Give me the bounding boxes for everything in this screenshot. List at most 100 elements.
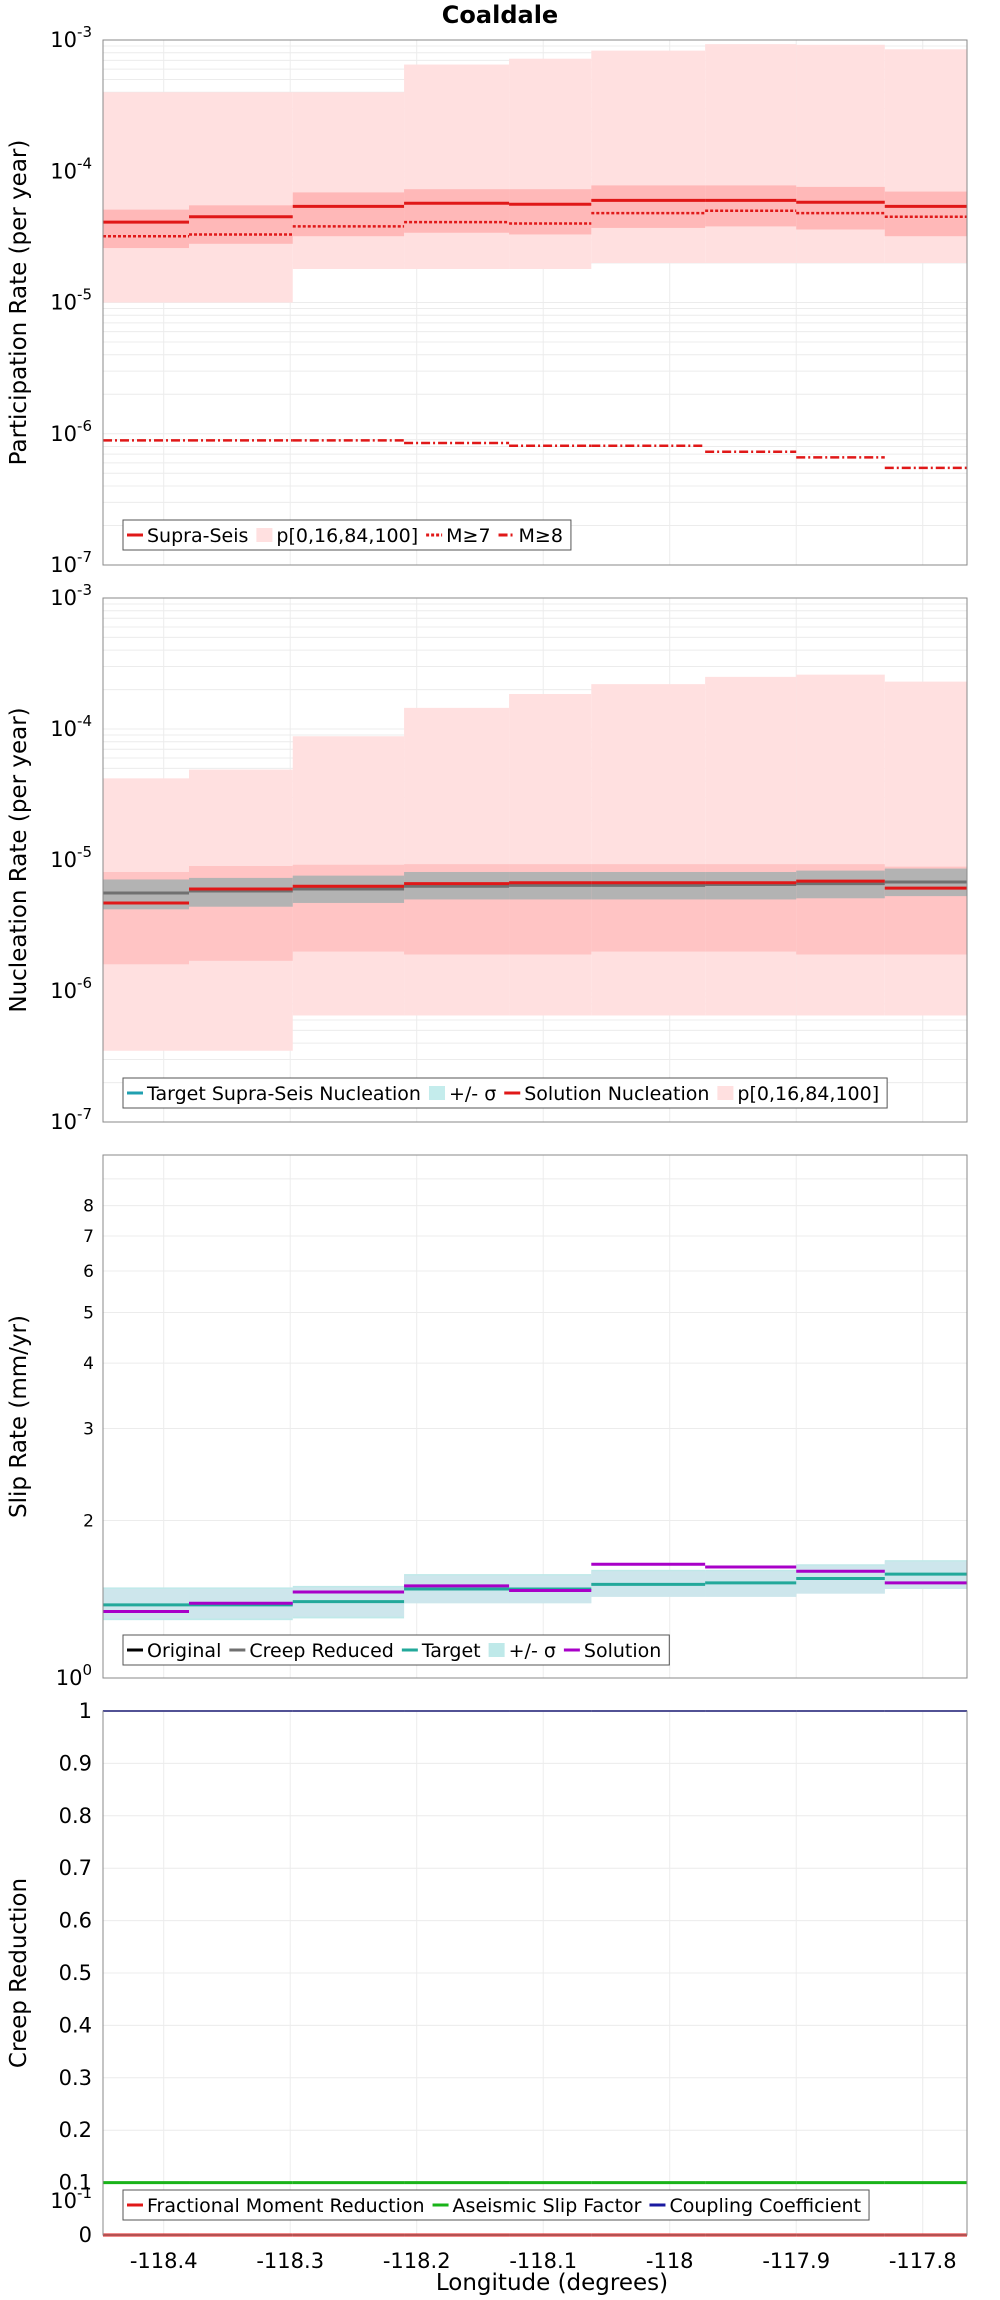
y-tick-label: 0.3 (59, 2066, 92, 2090)
band-segment (509, 58, 592, 269)
y-tick-label: 0.7 (59, 1856, 92, 1880)
legend-swatch (717, 1086, 734, 1100)
y-tick-label: 0.8 (59, 1804, 92, 1828)
legend-frame (122, 2189, 870, 2221)
y-tick-label: 4 (83, 1354, 94, 1374)
chart-legend: Fractional Moment Reduction Aseismic Slip… (122, 2189, 870, 2221)
y-tick-label: 0.6 (59, 1909, 92, 1933)
y-tick-label: 2 (83, 1512, 94, 1532)
band-segment (884, 191, 967, 237)
y-tick-label: 100 (56, 1661, 92, 1690)
band-segment (884, 681, 967, 1016)
chart-panel-4: 0 0.1 0.2 0.3 0.4 0.5 0.6 0.7 0.8 0.9 1 Creep Reduc… (6, 1699, 968, 2247)
band-segment (591, 185, 706, 228)
chart-legend: Target Supra-Seis Nucleation +/- σ Solutio… (122, 1077, 888, 1109)
y-tick-label: 10-3 (50, 23, 92, 52)
band-segment (404, 189, 510, 233)
legend-label: Solution (584, 1640, 661, 1662)
y-tick-label: 5 (83, 1303, 94, 1323)
legend-swatch (428, 1086, 445, 1100)
legend-swatch (256, 528, 273, 542)
y-axis-label: Participation Rate (per year) (6, 140, 32, 466)
chart-panel-1: 10-7 10-6 10-5 10-4 10-3 Participation Rate (… (6, 23, 968, 577)
legend-label: Solution Nucleation (524, 1083, 709, 1105)
band-segment (591, 684, 706, 1016)
x-tick-label: -118.2 (383, 2249, 451, 2273)
y-tick-label: 10-5 (50, 286, 92, 315)
x-tick-label: -117.8 (889, 2249, 957, 2273)
chart-panel-3: 10-1 100 2 3 4 5 6 7 8 Slip Rate (mm/yr) Original C… (6, 1154, 968, 2213)
y-tick-label: 0.2 (59, 2118, 92, 2142)
y-tick-label: 10-6 (50, 974, 92, 1003)
band-segment (705, 185, 797, 227)
chart-legend: Original Creep Reduced Target +/- σ Solution (122, 1634, 670, 1666)
legend-label: M≥8 (519, 525, 563, 547)
band-segment (796, 44, 885, 263)
legend-label: +/- σ (449, 1083, 496, 1105)
x-tick-label: -118.4 (130, 2249, 198, 2273)
y-tick-label: 10-4 (50, 154, 92, 183)
legend-label: Original (147, 1640, 221, 1662)
x-tick-label: -117.9 (762, 2249, 830, 2273)
x-axis-ticks: -118.4 -118.3 -118.2 -118.1 -118 -117.9 -117.8 (130, 2249, 957, 2273)
band-segment (705, 676, 797, 1016)
legend-label: Target Supra-Seis Nucleation (146, 1083, 421, 1105)
y-tick-label: 0 (79, 2223, 92, 2247)
legend-frame (122, 519, 572, 551)
x-axis-label: Longitude (degrees) (436, 2270, 668, 2296)
legend-swatch (488, 1643, 505, 1657)
band-segment (189, 205, 293, 244)
y-tick-label: 0.5 (59, 1961, 92, 1985)
plot-frame (102, 1710, 968, 2236)
legend-label: Supra-Seis (147, 525, 248, 547)
y-tick-label: 0.1 (59, 2171, 92, 2195)
band-segment (292, 92, 405, 269)
band-segment (591, 50, 706, 263)
y-tick-label: 1 (79, 1699, 92, 1723)
band-segment (705, 44, 797, 263)
y-tick-label: 0.4 (59, 2013, 92, 2037)
legend-label: Creep Reduced (249, 1640, 393, 1662)
y-axis-label: Nucleation Rate (per year) (6, 707, 32, 1012)
band-segment (404, 64, 510, 269)
legend-label: p[0,16,84,100] (737, 1083, 879, 1105)
legend-label: Target (421, 1640, 481, 1662)
y-tick-label: 10-5 (50, 843, 92, 872)
y-tick-label: 10-3 (50, 581, 92, 610)
legend-label: Fractional Moment Reduction (147, 2195, 425, 2217)
legend-label: p[0,16,84,100] (276, 525, 418, 547)
y-tick-label: 10-6 (50, 417, 92, 446)
band-segment (292, 192, 405, 237)
y-tick-label: 10-7 (50, 1105, 92, 1134)
band-segment (509, 694, 592, 1016)
band-segment (509, 189, 592, 235)
y-tick-label: 7 (83, 1227, 94, 1247)
band-segment (189, 92, 293, 303)
y-tick-label: 0.9 (59, 1751, 92, 1775)
y-tick-label: 10-7 (50, 548, 92, 577)
legend-label: +/- σ (509, 1640, 556, 1662)
y-tick-label: 3 (83, 1419, 94, 1439)
chart-legend: Supra-Seis p[0,16,84,100] M≥7 M≥8 (122, 519, 572, 551)
plot-frame (102, 597, 968, 1123)
legend-label: Coupling Coefficient (669, 2195, 861, 2217)
chart-panel-2: 10-7 10-6 10-5 10-4 10-3 Nucleation Rate (per… (6, 581, 968, 1134)
y-tick-label: 10-1 (50, 2184, 92, 2213)
y-axis-label: Slip Rate (mm/yr) (6, 1315, 32, 1518)
y-tick-label: 8 (83, 1197, 94, 1217)
x-tick-label: -118.3 (256, 2249, 324, 2273)
y-axis-label: Creep Reduction (6, 1878, 32, 2068)
chart-title: Coaldale (442, 1, 558, 29)
legend-label: Aseismic Slip Factor (453, 2195, 642, 2217)
y-tick-label: 10-4 (50, 712, 92, 741)
x-tick-label: -118 (646, 2249, 694, 2273)
x-tick-label: -118.1 (509, 2249, 577, 2273)
legend-label: M≥7 (446, 525, 490, 547)
plot-frame (102, 39, 968, 566)
plot-frame (102, 1154, 968, 1679)
band-segment (796, 186, 885, 230)
band-segment (103, 92, 190, 303)
band-segment (103, 209, 190, 249)
y-tick-label: 6 (83, 1262, 94, 1282)
